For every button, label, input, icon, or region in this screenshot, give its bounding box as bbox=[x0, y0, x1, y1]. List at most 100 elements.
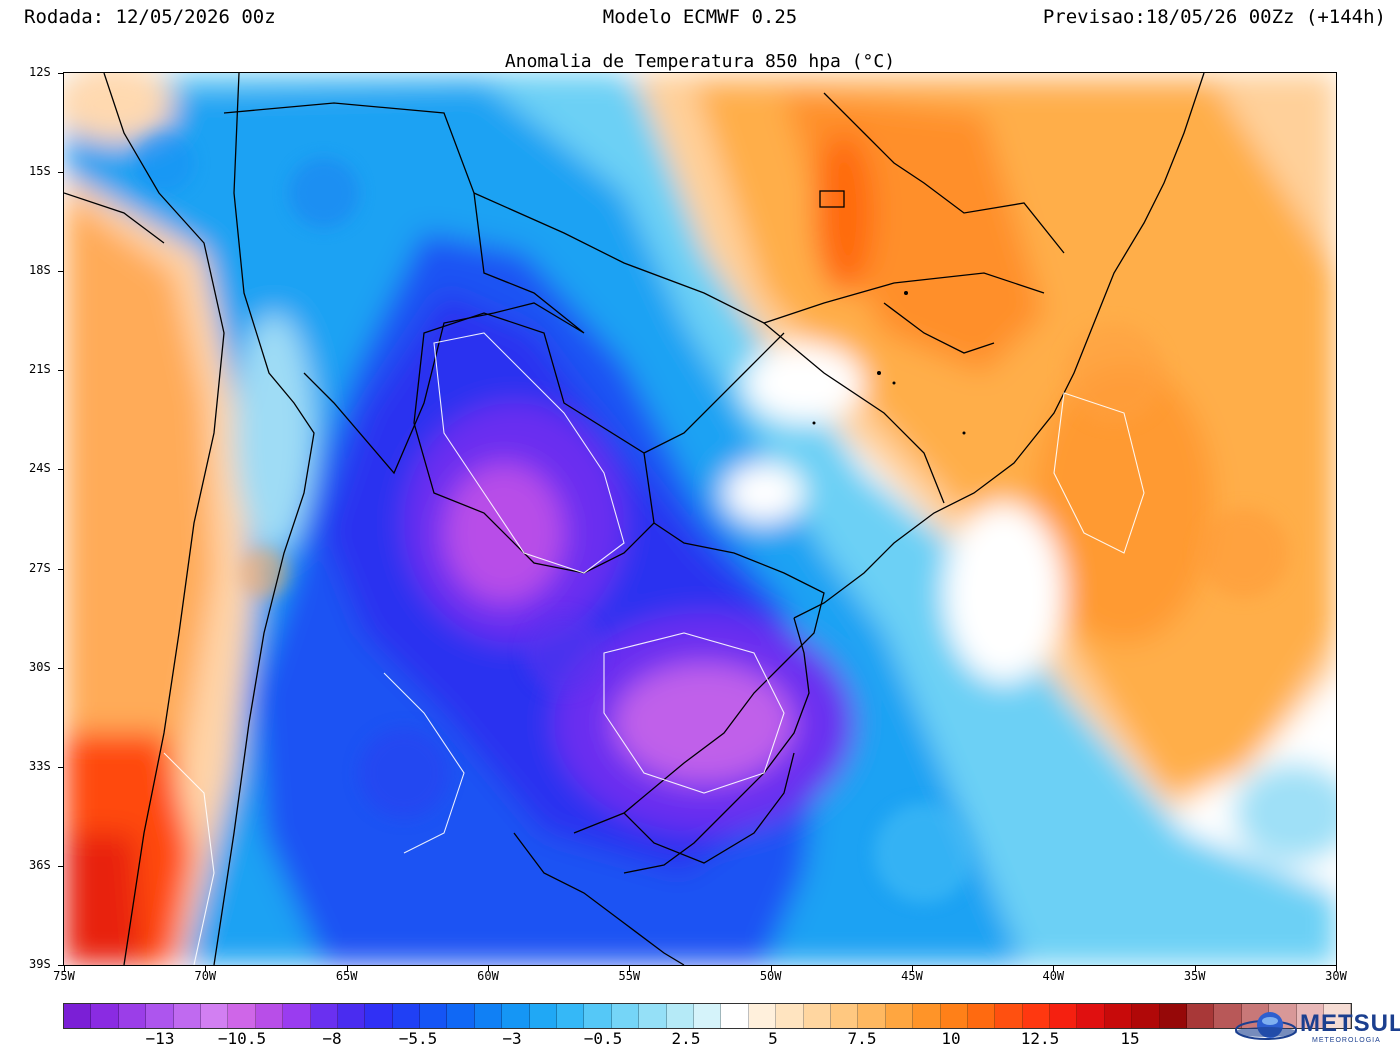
colorbar-segment bbox=[611, 1004, 640, 1028]
latitude-label: 12S bbox=[29, 65, 51, 79]
colorbar-segment bbox=[529, 1004, 558, 1028]
longitude-tick bbox=[629, 965, 631, 971]
longitude-tick bbox=[346, 965, 348, 971]
colorbar-label: 7.5 bbox=[847, 1029, 877, 1048]
longitude-tick bbox=[488, 965, 489, 971]
colorbar-label: 12.5 bbox=[1020, 1029, 1060, 1048]
colorbar-segment bbox=[392, 1004, 421, 1028]
lake-markers bbox=[812, 291, 966, 435]
longitude-label: 30W bbox=[1325, 969, 1347, 983]
latitude-label: 24S bbox=[29, 461, 51, 476]
anomaly-map-svg bbox=[64, 73, 1336, 965]
latitude-tick bbox=[58, 469, 64, 471]
latitude-tick bbox=[58, 568, 64, 570]
colorbar-segment bbox=[1077, 1004, 1105, 1028]
latitude-label: 21S bbox=[29, 362, 51, 377]
colorbar-segment bbox=[885, 1004, 914, 1028]
colorbar-segment bbox=[803, 1004, 831, 1028]
colorbar-segment bbox=[748, 1004, 777, 1028]
globe-icon bbox=[1235, 1012, 1297, 1040]
colorbar-label: −13 bbox=[145, 1029, 175, 1048]
colorbar-label: −0.5 bbox=[583, 1029, 623, 1048]
longitude-tick bbox=[64, 965, 65, 971]
colorbar-segment bbox=[337, 1004, 366, 1028]
longitude-label: 60W bbox=[477, 969, 499, 983]
colorbar-segment bbox=[502, 1004, 530, 1028]
colorbar-segment bbox=[228, 1004, 256, 1028]
latitude-tick bbox=[58, 865, 64, 867]
colorbar-segment bbox=[365, 1004, 393, 1028]
contour-lines bbox=[163, 332, 1145, 965]
colorbar-segment bbox=[693, 1004, 722, 1028]
colorbar-label: −8 bbox=[322, 1029, 342, 1048]
latitude-label: 36S bbox=[29, 857, 51, 872]
colorbar-segment bbox=[1214, 1004, 1242, 1028]
run-date-label: Rodada: 12/05/2026 00z bbox=[24, 6, 276, 28]
latitude-tick bbox=[58, 370, 64, 372]
colorbar-label: 10 bbox=[941, 1029, 961, 1048]
latitude-label: 30S bbox=[29, 659, 51, 674]
anomaly-map[interactable] bbox=[64, 73, 1336, 965]
longitude-tick bbox=[1194, 965, 1196, 971]
anomaly-texture bbox=[134, 133, 1289, 903]
colorbar-segment bbox=[200, 1004, 229, 1028]
longitude-tick bbox=[912, 965, 913, 971]
logo-name: METSUL bbox=[1300, 1010, 1400, 1037]
colorbar-segment bbox=[639, 1004, 667, 1028]
colorbar-segment bbox=[474, 1004, 503, 1028]
latitude-tick bbox=[58, 73, 64, 74]
latitude-tick bbox=[58, 667, 64, 669]
longitude-label: 75W bbox=[53, 969, 75, 983]
latitude-label: 39S bbox=[29, 957, 51, 971]
longitude-tick bbox=[770, 965, 772, 971]
colorbar-label: −3 bbox=[502, 1029, 522, 1048]
latitude-label: 33S bbox=[29, 758, 51, 773]
colorbar-segment bbox=[666, 1004, 694, 1028]
longitude-label: 55W bbox=[618, 969, 641, 983]
colorbar-label: 2.5 bbox=[671, 1029, 701, 1048]
colorbar-label: −5.5 bbox=[398, 1029, 438, 1048]
colorbar-segment bbox=[1022, 1004, 1051, 1028]
longitude-tick bbox=[1336, 965, 1337, 971]
colorbar-segment bbox=[995, 1004, 1023, 1028]
longitude-label: 65W bbox=[335, 969, 358, 983]
colorbar-segment bbox=[420, 1004, 448, 1028]
country-borders bbox=[64, 73, 1205, 965]
latitude-tick bbox=[58, 965, 64, 966]
colorbar-segment bbox=[776, 1004, 804, 1028]
colorbar-segment bbox=[91, 1004, 119, 1028]
colorbar-segment bbox=[1159, 1004, 1188, 1028]
colorbar-segment bbox=[283, 1004, 311, 1028]
logo-subtitle: METEOROLOGIA bbox=[1312, 1037, 1381, 1044]
latitude-label: 18S bbox=[29, 263, 51, 278]
colorbar-segment bbox=[310, 1004, 338, 1028]
colorbar-segment bbox=[447, 1004, 475, 1028]
colorbar-segment bbox=[913, 1004, 941, 1028]
colorbar-segment bbox=[858, 1004, 886, 1028]
colorbar-label: −10.5 bbox=[217, 1029, 267, 1048]
colorbar-label: 5 bbox=[768, 1029, 778, 1048]
longitude-label: 50W bbox=[759, 969, 782, 983]
colorbar-segment bbox=[940, 1004, 968, 1028]
latitude-tick bbox=[58, 172, 64, 174]
longitude-label: 70W bbox=[194, 969, 217, 983]
longitude-tick bbox=[1053, 965, 1055, 971]
colorbar-segment bbox=[721, 1004, 749, 1028]
colorbar-segment bbox=[146, 1004, 174, 1028]
latitude-tick bbox=[58, 766, 64, 768]
colorbar-segment bbox=[1187, 1004, 1215, 1028]
colorbar bbox=[63, 1003, 1353, 1029]
longitude-label: 35W bbox=[1183, 969, 1206, 983]
colorbar-segment bbox=[1050, 1004, 1078, 1028]
longitude-label: 45W bbox=[901, 969, 923, 983]
colorbar-segment bbox=[557, 1004, 585, 1028]
colorbar-segment bbox=[1104, 1004, 1133, 1028]
latitude-label: 15S bbox=[29, 164, 51, 179]
colorbar-segment bbox=[1132, 1004, 1160, 1028]
colorbar-segment bbox=[64, 1004, 92, 1028]
colorbar-segment bbox=[967, 1004, 996, 1028]
colorbar-segment bbox=[255, 1004, 284, 1028]
colorbar-label: 15 bbox=[1120, 1029, 1140, 1048]
longitude-tick bbox=[205, 965, 207, 971]
colorbar-segment bbox=[118, 1004, 147, 1028]
